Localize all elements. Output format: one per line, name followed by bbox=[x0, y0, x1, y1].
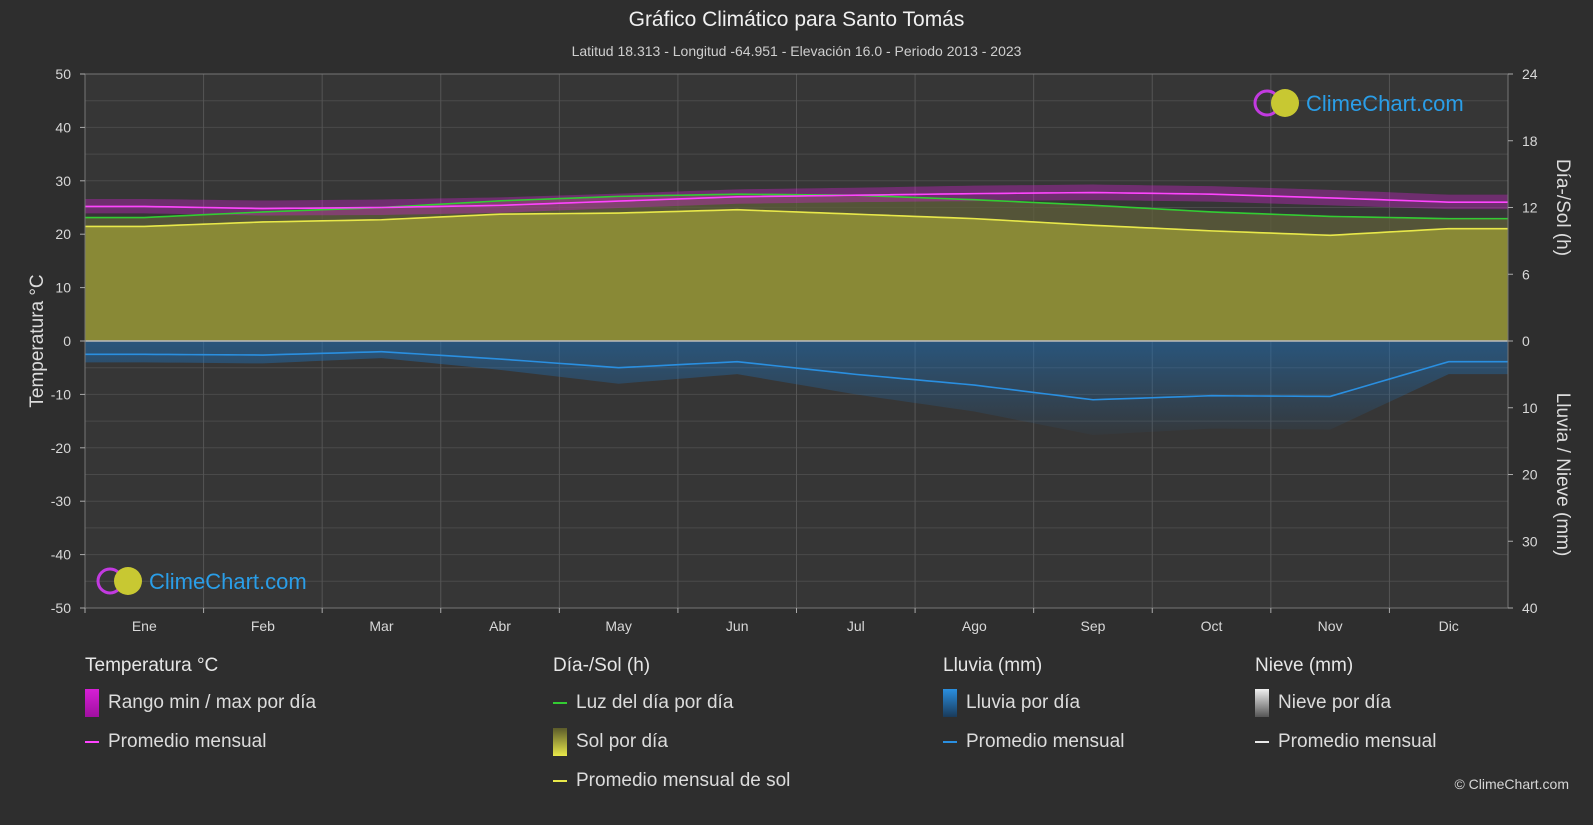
legend-item: Promedio mensual de sol bbox=[553, 769, 790, 793]
tick-label-right: 20 bbox=[1522, 467, 1538, 483]
temp-avg-line bbox=[85, 191, 1508, 210]
tick-label-left: 10 bbox=[55, 280, 71, 296]
rain-area bbox=[85, 341, 1508, 435]
month-label: Nov bbox=[1318, 618, 1343, 634]
month-label: Mar bbox=[369, 618, 393, 634]
legend-title: Día-/Sol (h) bbox=[553, 655, 651, 676]
legend-daylight: Día-/Sol (h) Luz del día por día Sol por… bbox=[553, 655, 790, 808]
month-label: Oct bbox=[1201, 618, 1223, 634]
legend-title: Lluvia (mm) bbox=[943, 655, 1043, 676]
legend-swatch bbox=[1255, 741, 1269, 743]
month-label: Feb bbox=[251, 618, 275, 634]
y-axis-right-top-title: Día-/Sol (h) bbox=[1552, 159, 1573, 256]
legend-temperature: Temperatura °C Rango min / max por día P… bbox=[85, 655, 316, 769]
logo-sun-icon bbox=[114, 567, 142, 595]
legend-label: Nieve por día bbox=[1278, 692, 1392, 713]
legend-item: Sol por día bbox=[553, 728, 790, 756]
legend-swatch bbox=[553, 702, 567, 704]
chart-title: Gráfico Climático para Santo Tomás bbox=[628, 8, 965, 31]
month-label: Dic bbox=[1439, 618, 1459, 634]
tick-label-left: -50 bbox=[51, 600, 71, 616]
tick-label-right: 40 bbox=[1522, 600, 1538, 616]
logo-watermark-top: ClimeChart.com bbox=[1253, 89, 1464, 117]
month-label: Ene bbox=[132, 618, 157, 634]
legend-swatch bbox=[553, 780, 567, 782]
legend-swatch bbox=[85, 689, 99, 717]
tick-label-left: 30 bbox=[55, 173, 71, 189]
month-label: Sep bbox=[1080, 618, 1105, 634]
tick-label-right: 6 bbox=[1522, 266, 1530, 282]
tick-label-right: 12 bbox=[1522, 200, 1538, 216]
legend-swatch bbox=[1255, 689, 1269, 717]
legend-label: Luz del día por día bbox=[576, 692, 734, 713]
tick-label-left: 50 bbox=[55, 66, 71, 82]
y-axis-right-bottom-title: Lluvia / Nieve (mm) bbox=[1552, 393, 1573, 557]
tick-label-right: 18 bbox=[1522, 133, 1538, 149]
tick-label-left: 0 bbox=[63, 333, 71, 349]
legend-label: Promedio mensual bbox=[1278, 731, 1437, 752]
copyright-text: © ClimeChart.com bbox=[1454, 776, 1569, 792]
legend-label: Sol por día bbox=[576, 731, 668, 752]
legend-swatch bbox=[943, 741, 957, 743]
tick-label-right: 30 bbox=[1522, 533, 1538, 549]
legend-title: Temperatura °C bbox=[85, 655, 219, 676]
legend-title: Nieve (mm) bbox=[1255, 655, 1354, 676]
tick-label-left: 40 bbox=[55, 119, 71, 135]
climate-chart: 50 40 30 20 10 0 -10 -20 -30 -40 -50 24 18 12 6 0 10 20 30… bbox=[27, 66, 1573, 634]
legend-item: Promedio mensual bbox=[943, 730, 1124, 754]
tick-label-left: -10 bbox=[51, 386, 71, 402]
rain-avg-line bbox=[85, 350, 1508, 401]
watermark-text: ClimeChart.com bbox=[1306, 91, 1464, 116]
legend-rain: Lluvia (mm) Lluvia por día Promedio mens… bbox=[943, 655, 1124, 769]
month-label: Ago bbox=[962, 618, 987, 634]
legend-item: Promedio mensual bbox=[85, 730, 316, 754]
tick-label-right: 10 bbox=[1522, 400, 1538, 416]
legend-swatch bbox=[943, 689, 957, 717]
tick-label-left: 20 bbox=[55, 226, 71, 242]
legend-item: Lluvia por día bbox=[943, 689, 1124, 717]
legend-label: Promedio mensual bbox=[966, 731, 1125, 752]
legend-label: Promedio mensual bbox=[108, 731, 267, 752]
legend-item: Rango min / max por día bbox=[85, 689, 317, 717]
logo-watermark-bottom: ClimeChart.com bbox=[96, 567, 307, 595]
watermark-text: ClimeChart.com bbox=[149, 569, 307, 594]
y-axis-left-title: Temperatura °C bbox=[27, 274, 48, 407]
month-label: Jun bbox=[726, 618, 749, 634]
daylight-line bbox=[85, 193, 1508, 220]
legend-swatch bbox=[85, 741, 99, 743]
legend-label: Lluvia por día bbox=[966, 692, 1081, 713]
tick-label-right: 0 bbox=[1522, 333, 1530, 349]
tick-label-left: -30 bbox=[51, 493, 71, 509]
legend-snow: Nieve (mm) Nieve por día Promedio mensua… bbox=[1255, 655, 1436, 769]
legend-item: Promedio mensual bbox=[1255, 730, 1436, 754]
legend-swatch bbox=[553, 728, 567, 756]
sunshine-area bbox=[85, 209, 1508, 341]
month-label: May bbox=[605, 618, 631, 634]
legend-label: Rango min / max por día bbox=[108, 692, 317, 713]
legend-label: Promedio mensual de sol bbox=[576, 770, 791, 791]
chart-subtitle: Latitud 18.313 - Longitud -64.951 - Elev… bbox=[571, 43, 1022, 59]
temp-range-band bbox=[85, 184, 1508, 216]
logo-sun-icon bbox=[1271, 89, 1299, 117]
legend-item: Luz del día por día bbox=[553, 691, 790, 715]
month-label: Abr bbox=[489, 618, 511, 634]
month-label: Jul bbox=[847, 618, 865, 634]
tick-label-right: 24 bbox=[1522, 66, 1538, 82]
sunshine-avg-line bbox=[85, 208, 1508, 237]
tick-label-left: -20 bbox=[51, 440, 71, 456]
tick-label-left: -40 bbox=[51, 547, 71, 563]
legend-item: Nieve por día bbox=[1255, 689, 1436, 717]
